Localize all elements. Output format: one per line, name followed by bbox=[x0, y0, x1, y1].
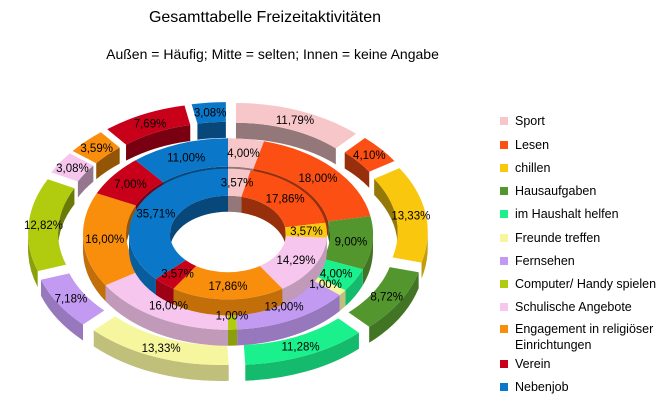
middle-label-7: 1,00% bbox=[216, 310, 249, 322]
legend-item: chillen bbox=[500, 160, 550, 176]
middle-label-1: 18,00% bbox=[299, 173, 338, 185]
legend-swatch bbox=[500, 257, 508, 265]
legend-item: Verein bbox=[500, 356, 550, 372]
legend-swatch bbox=[500, 117, 508, 125]
legend-label: Engagement in religiöser Einrichtungen bbox=[515, 322, 654, 352]
outer-slice-2 bbox=[374, 168, 428, 279]
legend-label: Fernsehen bbox=[515, 254, 575, 268]
outer-label-5: 13,33% bbox=[142, 343, 181, 355]
outer-label-9: 3,59% bbox=[80, 143, 113, 155]
inner-label-8: 14,29% bbox=[276, 255, 315, 267]
legend-label: Sport bbox=[515, 114, 545, 128]
legend-swatch bbox=[500, 383, 508, 391]
legend-label: Schulische Angebote bbox=[515, 300, 632, 314]
inner-slice-11 bbox=[128, 168, 228, 295]
legend-swatch bbox=[500, 141, 508, 149]
middle-label-5: 1,00% bbox=[309, 279, 342, 291]
chart-title: Gesamttabelle Freizeitaktivitäten bbox=[148, 9, 382, 26]
chart-subtitle: Außen = Häufig; Mitte = selten; Innen = … bbox=[106, 46, 439, 62]
middle-label-4: 4,00% bbox=[320, 268, 353, 280]
outer-label-4: 11,28% bbox=[281, 341, 319, 353]
outer-slice-6 bbox=[40, 273, 105, 341]
inner-slice-1 bbox=[241, 170, 326, 244]
legend-item: im Haushalt helfen bbox=[500, 206, 619, 222]
outer-slice-3 bbox=[348, 267, 419, 343]
legend-swatch bbox=[500, 234, 508, 242]
legend-item: Fernsehen bbox=[500, 253, 575, 269]
inner-slice-10 bbox=[155, 260, 197, 305]
middle-label-6: 13,00% bbox=[265, 302, 304, 314]
outer-label-6: 7,18% bbox=[55, 293, 88, 305]
legend-label: Hausaufgaben bbox=[515, 184, 597, 198]
legend-swatch bbox=[500, 280, 508, 288]
legend-label: Computer/ Handy spielen bbox=[515, 277, 657, 291]
inner-label-2: 3,57% bbox=[290, 226, 323, 238]
outer-label-1: 4,10% bbox=[353, 150, 386, 162]
legend-item: Freunde treffen bbox=[500, 230, 600, 246]
outer-label-8: 3,08% bbox=[56, 163, 89, 175]
legend-item: Hausaufgaben bbox=[500, 183, 596, 199]
outer-slice-11 bbox=[191, 102, 226, 140]
middle-label-9: 16,00% bbox=[85, 234, 124, 246]
inner-slice-8 bbox=[259, 236, 327, 305]
middle-label-11: 11,00% bbox=[167, 152, 205, 164]
legend-label: Verein bbox=[515, 357, 551, 371]
doughnut-chart: 11,79% 4,10% 13,33% 8,72% 11,28% 13,33% 7,18% 1… bbox=[24, 102, 430, 382]
inner-label-0: 3,57% bbox=[221, 178, 254, 190]
middle-label-3: 9,00% bbox=[335, 237, 368, 249]
middle-label-8: 16,00% bbox=[149, 300, 188, 312]
outer-slice-1 bbox=[344, 137, 395, 188]
legend-swatch bbox=[500, 210, 508, 218]
legend-swatch bbox=[500, 325, 508, 333]
legend-label: Nebenjob bbox=[515, 380, 569, 394]
outer-label-7: 12,82% bbox=[24, 220, 63, 232]
outer-label-2: 13,33% bbox=[391, 210, 430, 222]
middle-label-10: 7,00% bbox=[114, 179, 147, 191]
outer-slice-0 bbox=[235, 102, 357, 165]
legend-swatch bbox=[500, 164, 508, 172]
legend-swatch bbox=[500, 360, 508, 368]
legend-item: Sport bbox=[500, 113, 545, 129]
outer-slice-8 bbox=[51, 153, 94, 198]
outer-slice-7 bbox=[28, 179, 75, 288]
legend-swatch bbox=[500, 303, 508, 311]
outer-label-10: 7,69% bbox=[134, 118, 167, 130]
inner-slice-2 bbox=[285, 222, 327, 254]
middle-label-0: 4,00% bbox=[227, 148, 260, 160]
inner-label-9: 17,86% bbox=[208, 281, 247, 293]
inner-slice-0 bbox=[228, 168, 251, 213]
outer-label-11: 3,08% bbox=[194, 107, 227, 119]
legend-label: chillen bbox=[515, 161, 551, 175]
legend-swatch bbox=[500, 187, 508, 195]
legend-item: Engagement in religiöser Einrichtungen bbox=[500, 321, 665, 353]
inner-label-11: 35,71% bbox=[136, 208, 175, 220]
legend-label: Lesen bbox=[515, 138, 550, 152]
outer-label-0: 11,79% bbox=[276, 115, 314, 127]
outer-slice-5 bbox=[93, 316, 229, 382]
inner-label-10: 3,57% bbox=[161, 269, 194, 281]
outer-slice-10 bbox=[107, 105, 191, 161]
legend-item: Schulische Angebote bbox=[500, 299, 632, 315]
legend-item: Nebenjob bbox=[500, 379, 569, 395]
outer-slice-4 bbox=[243, 318, 359, 381]
outer-label-3: 8,72% bbox=[370, 292, 403, 304]
legend-item: Lesen bbox=[500, 137, 549, 153]
middle-slice-3 bbox=[322, 216, 373, 286]
legend-item: Computer/ Handy spielen bbox=[500, 276, 656, 292]
legend-label: Freunde treffen bbox=[515, 231, 601, 245]
inner-slice-9 bbox=[173, 265, 283, 316]
outer-slice-9 bbox=[72, 132, 120, 180]
middle-slice-6 bbox=[234, 276, 340, 346]
inner-label-1: 17,86% bbox=[266, 193, 305, 205]
legend-label: im Haushalt helfen bbox=[515, 207, 619, 221]
